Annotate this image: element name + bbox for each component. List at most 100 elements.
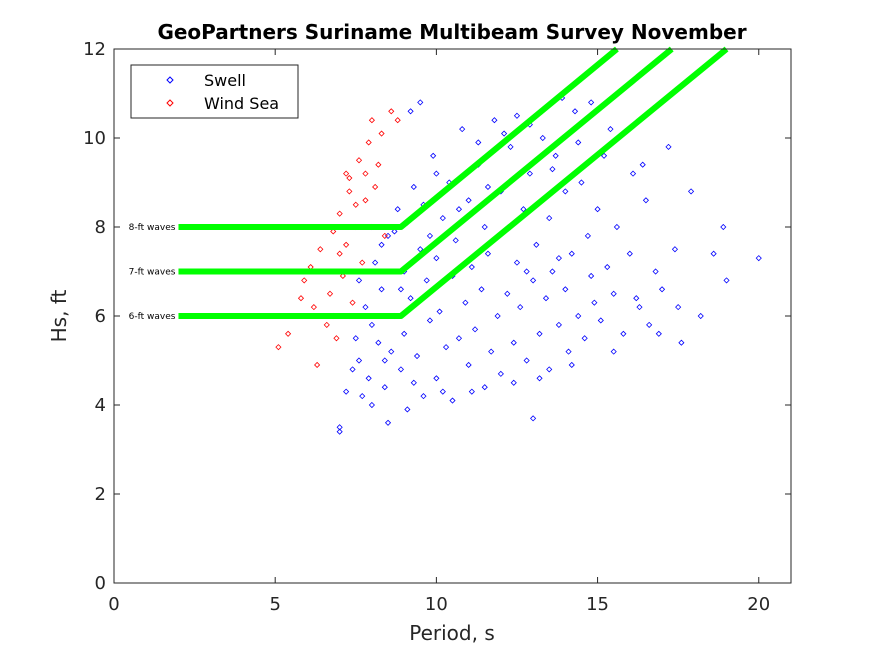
data-point <box>555 321 562 328</box>
data-point <box>568 250 575 257</box>
data-point <box>642 197 649 204</box>
legend-marker-wind-sea <box>166 99 174 107</box>
data-point <box>639 161 646 168</box>
data-point <box>410 379 417 386</box>
data-point <box>384 419 392 426</box>
data-point <box>375 339 382 346</box>
data-point <box>581 335 588 342</box>
data-point <box>610 290 617 297</box>
data-point <box>523 268 530 275</box>
data-point <box>413 352 421 360</box>
data-point <box>536 375 543 382</box>
data-point <box>720 223 727 231</box>
data-point <box>578 179 585 186</box>
data-point <box>526 170 533 177</box>
data-point <box>465 361 472 369</box>
y-tick-label: 4 <box>95 395 106 416</box>
chart-title: GeoPartners Suriname Multibeam Survey No… <box>157 20 746 44</box>
data-point <box>481 384 488 391</box>
data-point <box>410 183 417 191</box>
data-point <box>755 255 762 262</box>
data-point <box>436 308 443 315</box>
data-point <box>549 166 556 173</box>
data-point <box>349 366 356 373</box>
data-point <box>391 228 398 235</box>
data-point <box>562 286 569 293</box>
x-tick-label: 20 <box>747 594 770 615</box>
y-tick-label: 6 <box>95 306 106 327</box>
data-point <box>336 424 343 431</box>
data-point <box>633 295 640 302</box>
reference-label-8-ft-waves: 8-ft waves <box>129 223 176 233</box>
data-point <box>646 321 653 328</box>
data-point <box>510 379 517 386</box>
data-point <box>407 295 414 302</box>
data-point <box>381 384 388 391</box>
data-point <box>275 344 282 351</box>
data-point <box>658 286 666 293</box>
data-point <box>285 330 292 337</box>
data-point <box>530 415 537 422</box>
data-point <box>346 188 353 195</box>
data-point <box>455 335 463 342</box>
data-point <box>484 183 492 191</box>
data-point <box>575 312 582 320</box>
data-point <box>584 232 591 239</box>
data-point <box>588 99 595 106</box>
data-point <box>349 299 356 306</box>
data-point <box>314 361 321 369</box>
data-point <box>339 272 346 280</box>
data-point <box>600 152 608 159</box>
data-point <box>388 348 395 355</box>
data-point <box>372 259 379 266</box>
data-point <box>542 295 550 302</box>
y-axis-label: Hs, ft <box>47 289 71 342</box>
data-point <box>439 215 446 222</box>
x-tick-label: 5 <box>269 594 280 615</box>
data-point <box>362 304 369 311</box>
data-point <box>620 330 627 337</box>
data-point <box>362 197 369 204</box>
y-ticks: 0 2 4 6 8 10 12 <box>83 39 791 594</box>
data-point <box>504 290 511 297</box>
data-point <box>372 183 379 191</box>
data-point <box>613 223 620 231</box>
data-point <box>523 357 530 364</box>
data-point <box>317 246 324 253</box>
data-point <box>546 215 553 222</box>
data-point <box>397 366 404 373</box>
data-point <box>571 108 579 115</box>
data-point <box>368 117 375 124</box>
reference-line-7-ft-waves <box>178 46 674 275</box>
y-tick-label: 2 <box>95 484 106 505</box>
y-tick-label: 0 <box>95 573 106 594</box>
series-wind-sea <box>275 108 401 369</box>
data-point <box>607 126 614 133</box>
data-point <box>481 223 488 231</box>
data-point <box>546 366 553 373</box>
data-point <box>343 241 350 248</box>
data-point <box>459 126 466 133</box>
data-point <box>426 317 433 324</box>
data-point <box>575 139 582 146</box>
data-point <box>513 112 521 119</box>
data-point <box>687 188 695 195</box>
data-point <box>439 388 446 395</box>
data-point <box>478 286 485 293</box>
data-point <box>433 255 440 262</box>
data-point <box>420 393 427 400</box>
data-point <box>397 286 404 293</box>
data-point <box>468 388 475 395</box>
x-axis-label: Period, s <box>409 621 495 645</box>
data-point <box>404 406 411 413</box>
data-point <box>326 290 334 297</box>
data-point <box>655 330 662 337</box>
data-point <box>530 277 537 284</box>
reference-lines-layer: 6-ft waves 7-ft waves 8-ft waves <box>129 46 729 322</box>
data-point <box>594 206 601 213</box>
data-point <box>336 428 343 435</box>
data-point <box>430 152 437 159</box>
data-point <box>536 330 543 337</box>
data-point <box>472 326 479 333</box>
data-point <box>710 250 717 257</box>
